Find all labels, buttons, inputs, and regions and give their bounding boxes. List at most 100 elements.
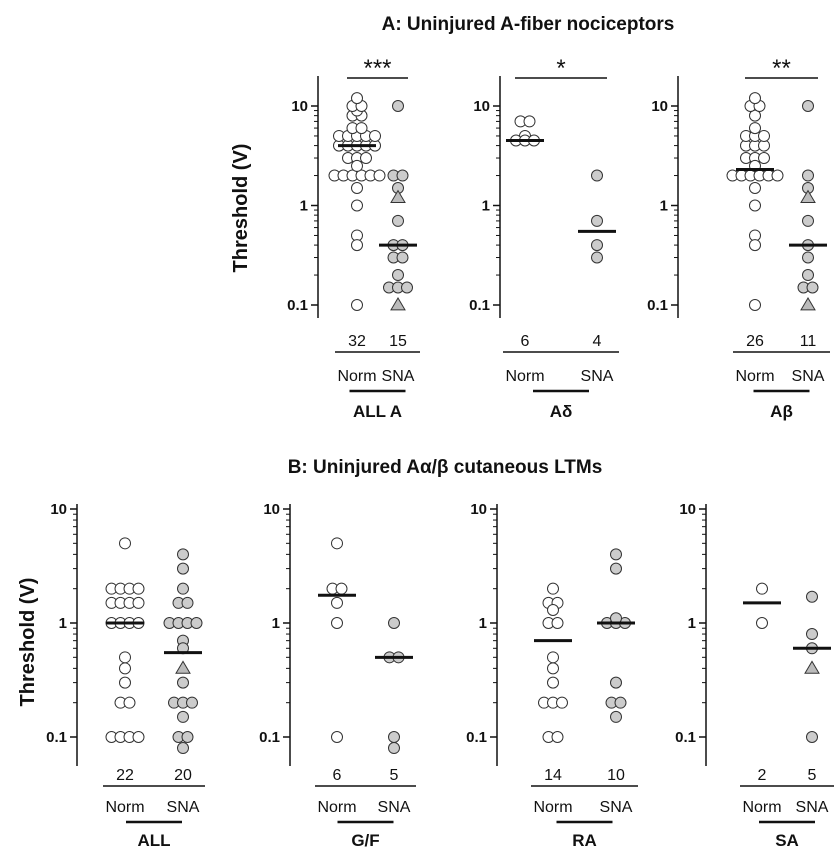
- data-point: [388, 742, 400, 755]
- data-point: [190, 617, 203, 629]
- category-label: Norm: [105, 799, 144, 816]
- y-tick-label: 10: [679, 501, 696, 518]
- data-point: [388, 617, 400, 629]
- y-tick-label: 1: [59, 615, 67, 632]
- n-count: 10: [607, 767, 625, 784]
- n-count: 5: [390, 767, 399, 784]
- group-label: RA: [572, 831, 597, 850]
- data-point: [177, 742, 189, 755]
- data-point: [351, 92, 363, 105]
- n-count: 26: [746, 333, 764, 350]
- category-label: SNA: [378, 799, 411, 816]
- subplot-3: 0.1 1 10 26 Norm 11 SNA Aβ **: [647, 55, 830, 421]
- data-point: [547, 651, 559, 664]
- data-point: [335, 582, 348, 595]
- data-point: [802, 269, 814, 282]
- n-count: 15: [389, 333, 407, 350]
- data-point: [351, 199, 363, 212]
- y-tick-label: 1: [660, 198, 668, 215]
- data-point: [547, 604, 559, 617]
- category-label: SNA: [600, 799, 633, 816]
- panel-a-ylabel: Threshold (V): [230, 144, 252, 273]
- data-point: [547, 582, 559, 595]
- y-tick-label: 0.1: [469, 297, 490, 314]
- data-point: [351, 299, 363, 311]
- category-label: Norm: [337, 368, 376, 385]
- data-point: [132, 582, 145, 595]
- y-tick-label: 10: [50, 501, 67, 518]
- data-point: [351, 159, 363, 172]
- subplot-5: 0.1 1 10 6 Norm 5 SNA G/F: [259, 501, 416, 850]
- data-point: [177, 548, 189, 561]
- data-point: [756, 582, 768, 595]
- data-point-triangle: [800, 297, 816, 311]
- data-point: [547, 662, 559, 675]
- data-point: [756, 617, 768, 629]
- n-count: 2: [758, 767, 767, 784]
- data-point: [806, 281, 819, 294]
- data-point: [610, 562, 622, 575]
- subplot-1: 0.1 1 10 32 Norm 15 SNA ALL A ***: [287, 55, 420, 421]
- data-point: [392, 269, 404, 282]
- data-point: [388, 731, 400, 743]
- group-label: Aδ: [550, 402, 573, 421]
- y-tick-label: 0.1: [287, 297, 308, 314]
- category-label: SNA: [382, 368, 415, 385]
- data-point: [591, 239, 603, 252]
- data-point-triangle: [800, 189, 816, 204]
- data-point: [749, 181, 761, 194]
- data-point: [360, 152, 372, 165]
- y-tick-label: 10: [291, 98, 308, 115]
- significance-stars: ***: [363, 55, 391, 82]
- data-point: [749, 199, 761, 212]
- y-tick-label: 0.1: [647, 297, 668, 314]
- data-point: [614, 696, 627, 709]
- data-point: [392, 214, 404, 227]
- data-point: [132, 596, 145, 609]
- y-tick-label: 10: [470, 501, 487, 518]
- data-point: [119, 651, 131, 664]
- data-point: [547, 676, 559, 689]
- data-point: [119, 662, 131, 675]
- data-point: [401, 281, 413, 294]
- data-point: [591, 251, 603, 264]
- panel-b-title: B: Uninjured Aα/β cutaneous LTMs: [288, 457, 603, 478]
- data-point: [119, 676, 131, 689]
- data-point: [181, 596, 194, 609]
- data-point: [331, 617, 343, 629]
- category-label: SNA: [796, 799, 829, 816]
- data-point: [132, 731, 145, 743]
- data-point: [758, 129, 770, 142]
- data-point: [749, 239, 761, 252]
- data-point: [396, 169, 409, 182]
- subplot-2: 0.1 1 10 6 Norm 4 SNA Aδ *: [469, 55, 619, 421]
- category-label: SNA: [792, 368, 825, 385]
- group-label: Aβ: [770, 402, 793, 421]
- n-count: 6: [333, 767, 342, 784]
- n-count: 6: [521, 333, 530, 350]
- panel-b-ylabel: Threshold (V): [17, 578, 39, 707]
- y-tick-label: 0.1: [259, 729, 280, 746]
- data-point: [749, 92, 761, 105]
- data-point: [331, 537, 343, 550]
- n-count: 4: [593, 333, 602, 350]
- data-point: [749, 299, 761, 311]
- data-point: [802, 214, 814, 227]
- data-point-triangle: [390, 297, 406, 311]
- data-point: [610, 548, 622, 561]
- category-label: Norm: [317, 799, 356, 816]
- subplot-4: 0.1 1 10 22 Norm 20 SNA ALL: [46, 501, 205, 850]
- category-label: Norm: [742, 799, 781, 816]
- data-point: [177, 710, 189, 723]
- data-point-triangle: [390, 189, 406, 204]
- n-count: 22: [116, 767, 134, 784]
- data-point: [523, 115, 536, 128]
- significance-stars: **: [772, 55, 791, 82]
- data-point: [177, 676, 189, 689]
- significance-stars: *: [556, 55, 565, 82]
- data-point: [351, 181, 363, 194]
- y-tick-label: 1: [272, 615, 280, 632]
- data-point: [591, 214, 603, 227]
- y-tick-label: 10: [651, 98, 668, 115]
